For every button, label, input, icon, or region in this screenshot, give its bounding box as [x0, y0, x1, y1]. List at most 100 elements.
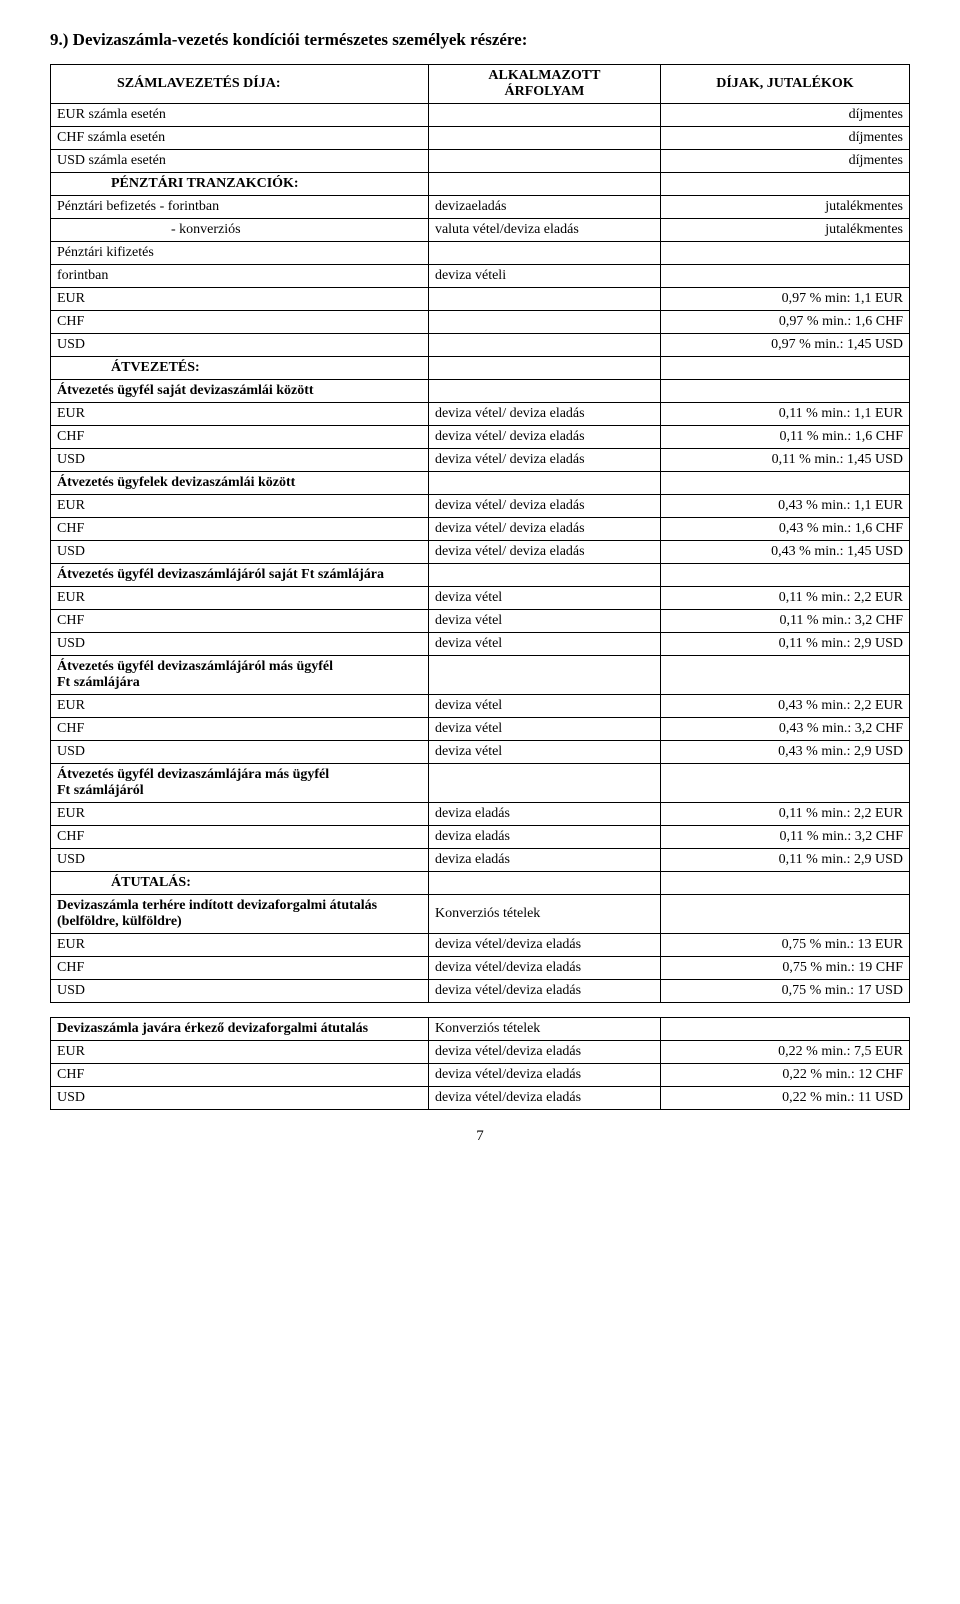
empty	[428, 104, 660, 127]
label-sajat-deviza: Átvezetés ügyfél saját devizaszámlái köz…	[51, 380, 429, 403]
mid-valuta: valuta vétel/deviza eladás	[428, 219, 660, 242]
val: 0,11 % min.: 2,9 USD	[660, 849, 909, 872]
val: 0,43 % min.: 1,6 CHF	[660, 518, 909, 541]
val-dijmentes: díjmentes	[660, 127, 909, 150]
mas-ftrol-l2: Ft számlájáról	[57, 783, 144, 798]
row-szamlavezetes: SZÁMLAVEZETÉS DÍJA:	[51, 65, 429, 104]
label-usd: USD	[51, 849, 429, 872]
mas-ftre-l2: Ft számlájára	[57, 675, 140, 690]
val: 0,11 % min.: 1,6 CHF	[660, 426, 909, 449]
label-forintban: forintban	[51, 265, 429, 288]
empty	[428, 764, 660, 803]
label-usd: USD	[51, 980, 429, 1003]
label-kifizetes: Pénztári kifizetés	[51, 242, 429, 265]
mid-devizaeladas: devizaeladás	[428, 196, 660, 219]
label-chf: CHF	[51, 826, 429, 849]
mid-eladas: deviza eladás	[428, 849, 660, 872]
empty	[660, 265, 909, 288]
val: 0,43 % min.: 2,2 EUR	[660, 695, 909, 718]
terhere-l1: Devizaszámla terhére indított devizaforg…	[57, 898, 377, 913]
val-eur097: 0,97 % min: 1,1 EUR	[660, 288, 909, 311]
label-usd: USD	[51, 633, 429, 656]
label-mas-ftrol: Átvezetés ügyfél devizaszámlájára más üg…	[51, 764, 429, 803]
label-chf: CHF	[51, 1064, 429, 1087]
empty	[428, 472, 660, 495]
empty	[660, 242, 909, 265]
label-chf: CHF	[51, 957, 429, 980]
label-eur: EUR	[51, 403, 429, 426]
val-dijmentes: díjmentes	[660, 104, 909, 127]
empty	[660, 656, 909, 695]
mid-vetel-eladas: deviza vétel/ deviza eladás	[428, 403, 660, 426]
val: 0,75 % min.: 13 EUR	[660, 934, 909, 957]
mas-ftrol-l1: Átvezetés ügyfél devizaszámlájára más üg…	[57, 767, 329, 782]
mid-eladas: deviza eladás	[428, 826, 660, 849]
mid-vde: deviza vétel/deviza eladás	[428, 934, 660, 957]
mid-vetel-eladas: deviza vétel/ deviza eladás	[428, 518, 660, 541]
label-chf: CHF	[51, 610, 429, 633]
val: 0,75 % min.: 17 USD	[660, 980, 909, 1003]
mid-vetel-eladas: deviza vétel/ deviza eladás	[428, 495, 660, 518]
empty	[428, 288, 660, 311]
mid-vetel: deviza vétel	[428, 587, 660, 610]
header-col3: DÍJAK, JUTALÉKOK	[660, 65, 909, 104]
mid-vde: deviza vétel/deviza eladás	[428, 1064, 660, 1087]
page-number: 7	[50, 1128, 910, 1145]
mid-konv: Konverziós tételek	[428, 1018, 660, 1041]
header-col2-l2: ÁRFOLYAM	[504, 84, 584, 99]
val: 0,11 % min.: 3,2 CHF	[660, 826, 909, 849]
label-befizetes: Pénztári befizetés - forintban	[51, 196, 429, 219]
val-chf097: 0,97 % min.: 1,6 CHF	[660, 311, 909, 334]
val: 0,22 % min.: 12 CHF	[660, 1064, 909, 1087]
val: 0,11 % min.: 2,2 EUR	[660, 587, 909, 610]
val: 0,43 % min.: 1,1 EUR	[660, 495, 909, 518]
val-dijmentes: díjmentes	[660, 150, 909, 173]
empty	[660, 564, 909, 587]
val: 0,11 % min.: 1,1 EUR	[660, 403, 909, 426]
val-jutmentes: jutalékmentes	[660, 196, 909, 219]
val: 0,11 % min.: 1,45 USD	[660, 449, 909, 472]
label-usd: USD	[51, 1087, 429, 1110]
label-chf: CHF	[51, 426, 429, 449]
label-eur: EUR	[51, 695, 429, 718]
val: 0,75 % min.: 19 CHF	[660, 957, 909, 980]
section-szamlavezetes: SZÁMLAVEZETÉS DÍJA:	[57, 76, 422, 92]
label-chf: CHF	[51, 718, 429, 741]
incoming-table: Devizaszámla javára érkező devizaforgalm…	[50, 1017, 910, 1110]
section-atvezetes: ÁTVEZETÉS:	[51, 357, 429, 380]
empty	[660, 872, 909, 895]
header-col2-l1: ALKALMAZOTT	[488, 68, 600, 83]
label-usd: USD	[51, 334, 429, 357]
header-col2: ALKALMAZOTTÁRFOLYAM	[428, 65, 660, 104]
empty	[428, 242, 660, 265]
val: 0,22 % min.: 11 USD	[660, 1087, 909, 1110]
mid-vde: deviza vétel/deviza eladás	[428, 980, 660, 1003]
mid-vetel: deviza vétel	[428, 741, 660, 764]
label-chf: CHF	[51, 311, 429, 334]
page-title: 9.) Devizaszámla-vezetés kondíciói termé…	[50, 30, 910, 50]
mid-vetel-eladas: deviza vétel/ deviza eladás	[428, 426, 660, 449]
label-mas-ftre: Átvezetés ügyfél devizaszámlájáról más ü…	[51, 656, 429, 695]
mid-eladas: deviza eladás	[428, 803, 660, 826]
val: 0,11 % min.: 2,9 USD	[660, 633, 909, 656]
label-ugyfelek-deviza: Átvezetés ügyfelek devizaszámlái között	[51, 472, 429, 495]
mid-vetel: deviza vétel	[428, 633, 660, 656]
empty	[428, 150, 660, 173]
val-jutmentes: jutalékmentes	[660, 219, 909, 242]
val-usd097: 0,97 % min.: 1,45 USD	[660, 334, 909, 357]
empty	[428, 311, 660, 334]
val: 0,43 % min.: 2,9 USD	[660, 741, 909, 764]
mid-vet: deviza vételi	[428, 265, 660, 288]
mid-vetel-eladas: deviza vétel/ deviza eladás	[428, 541, 660, 564]
section-atutalas: ÁTUTALÁS:	[51, 872, 429, 895]
empty	[428, 127, 660, 150]
val: 0,43 % min.: 3,2 CHF	[660, 718, 909, 741]
empty	[428, 872, 660, 895]
empty	[428, 564, 660, 587]
label-usd-esetén: USD számla esetén	[51, 150, 429, 173]
label-sajat-ftre: Átvezetés ügyfél devizaszámlájáról saját…	[51, 564, 429, 587]
label-eur: EUR	[51, 1041, 429, 1064]
empty	[660, 173, 909, 196]
mid-konv: Konverziós tételek	[428, 895, 660, 934]
label-eur: EUR	[51, 587, 429, 610]
